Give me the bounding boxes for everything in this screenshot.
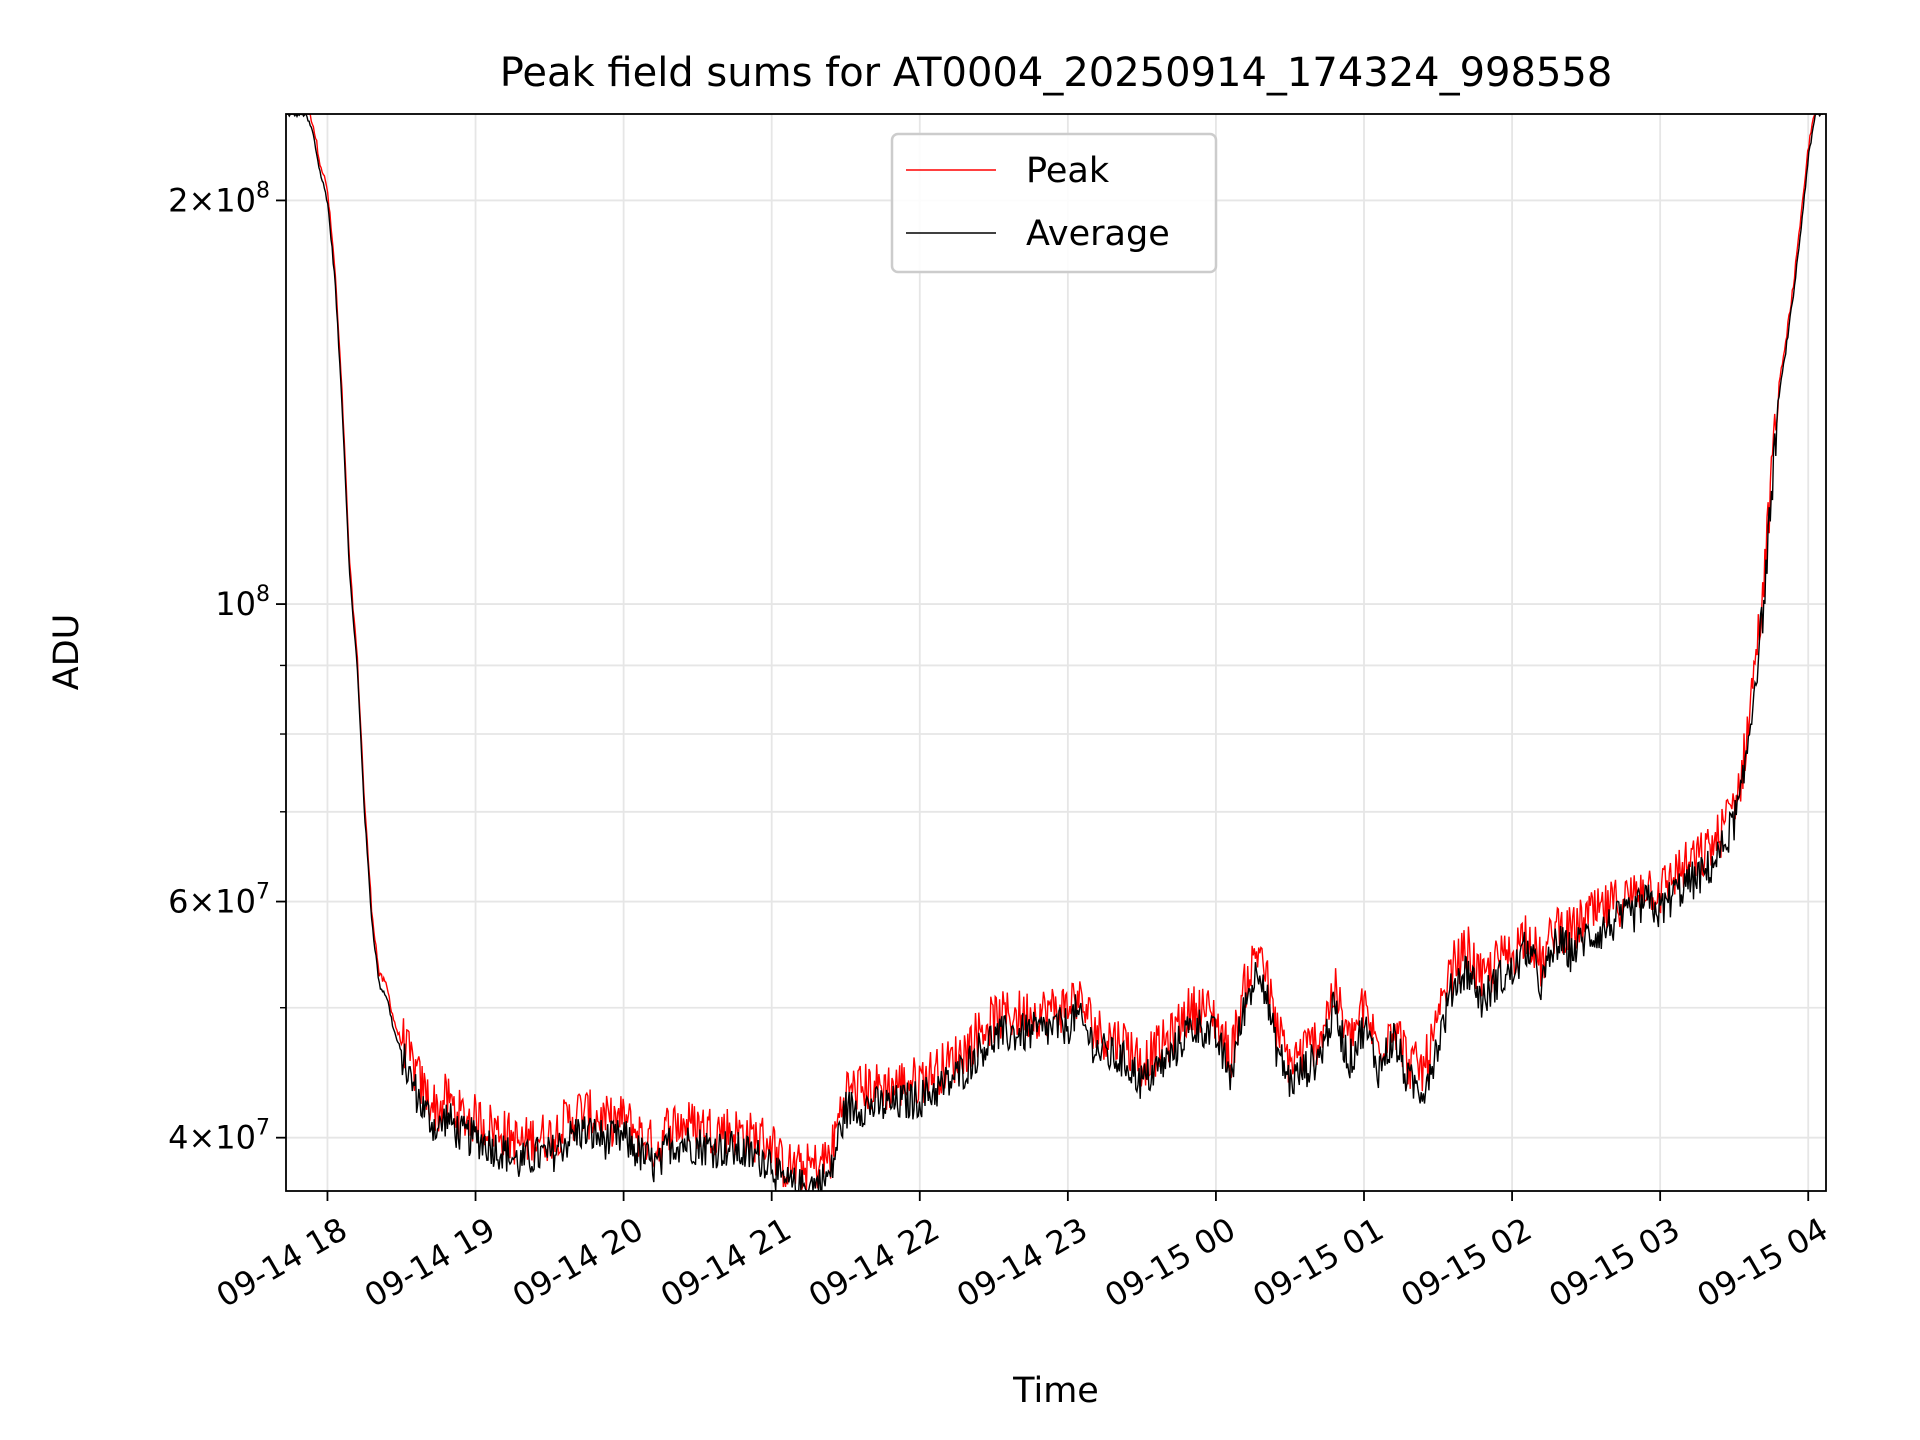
legend-box	[890, 132, 1218, 274]
legend: Peak Average	[890, 132, 1218, 274]
chart-title: Peak field sums for AT0004_20250914_1743…	[500, 50, 1613, 96]
y-axis: 4×107 6×107 108 2×108	[168, 178, 286, 1157]
legend-label-average: Average	[1026, 214, 1170, 254]
series-line-average	[286, 114, 1823, 1191]
x-axis-label: Time	[1012, 1371, 1099, 1411]
y-tick-label: 4×107	[168, 1116, 270, 1157]
series-line-peak	[286, 114, 1823, 1191]
y-axis-label: ADU	[47, 614, 87, 691]
plot-lines	[286, 114, 1823, 1191]
plot-frame	[285, 113, 1827, 1192]
y-tick-label: 6×107	[168, 880, 270, 921]
y-tick-label: 108	[215, 582, 270, 623]
y-tick-label: 2×108	[168, 178, 270, 219]
legend-label-peak: Peak	[1026, 151, 1110, 191]
